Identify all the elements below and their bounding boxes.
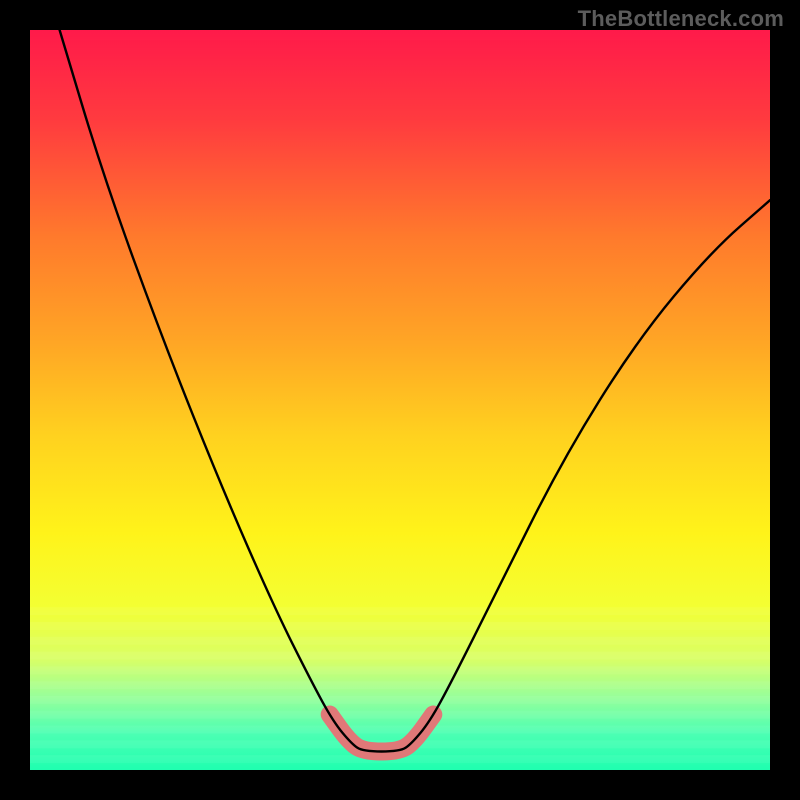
bottleneck-chart: [0, 0, 800, 800]
watermark-text: TheBottleneck.com: [578, 6, 784, 32]
